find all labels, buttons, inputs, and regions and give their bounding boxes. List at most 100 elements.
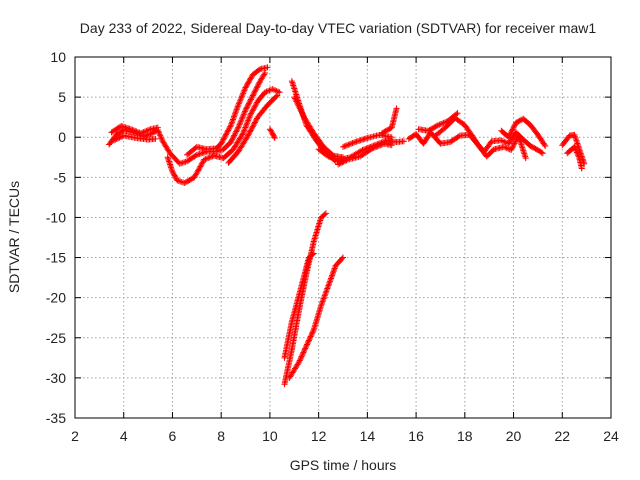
data-point xyxy=(506,132,513,139)
data-point xyxy=(248,74,255,81)
data-point xyxy=(305,337,312,344)
data-point xyxy=(246,76,253,83)
data-point xyxy=(247,96,254,103)
data-point xyxy=(231,132,238,139)
data-point xyxy=(507,131,514,138)
data-point xyxy=(250,106,257,113)
data-point xyxy=(157,134,164,141)
y-axis-label: SDTVAR / TECUs xyxy=(6,181,22,293)
data-point xyxy=(249,124,256,131)
data-point xyxy=(247,128,254,135)
data-point xyxy=(256,79,263,86)
data-point xyxy=(253,85,260,92)
data-point xyxy=(247,75,254,82)
data-point xyxy=(198,160,205,167)
data-point xyxy=(348,140,355,147)
data-point xyxy=(139,129,146,136)
data-point xyxy=(293,98,300,105)
data-point xyxy=(199,159,206,166)
data-point xyxy=(251,89,258,96)
data-point xyxy=(440,119,447,126)
data-point xyxy=(137,130,144,137)
data-point xyxy=(169,168,176,175)
data-point xyxy=(329,271,336,278)
data-point xyxy=(346,141,353,148)
data-point xyxy=(236,121,243,128)
data-point xyxy=(303,342,310,349)
data-point xyxy=(255,80,262,87)
data-point xyxy=(304,341,311,348)
data-point xyxy=(508,145,515,152)
data-point xyxy=(522,155,529,162)
data-point xyxy=(252,87,259,94)
data-point xyxy=(238,115,245,122)
data-point xyxy=(227,123,234,130)
data-point xyxy=(112,136,119,143)
data-point xyxy=(262,89,269,96)
data-point xyxy=(574,150,581,157)
data-point xyxy=(436,121,443,128)
data-point xyxy=(575,152,582,159)
data-point xyxy=(307,333,314,340)
data-point xyxy=(271,135,278,142)
data-point xyxy=(509,144,516,151)
data-point xyxy=(231,131,238,138)
data-point xyxy=(231,113,238,120)
x-tick-label: 4 xyxy=(120,428,128,444)
data-point xyxy=(243,104,250,111)
data-point xyxy=(154,124,161,131)
data-point xyxy=(370,144,377,151)
data-point xyxy=(251,120,258,127)
data-point xyxy=(301,348,308,355)
data-point xyxy=(373,143,380,150)
data-point xyxy=(251,119,258,126)
data-point xyxy=(246,114,253,121)
data-point xyxy=(240,128,247,135)
data-point xyxy=(324,285,331,292)
data-point xyxy=(240,88,247,95)
data-point xyxy=(324,152,331,159)
data-point xyxy=(291,94,298,101)
data-point xyxy=(271,133,278,140)
data-point xyxy=(222,132,229,139)
data-point xyxy=(276,89,283,96)
data-point xyxy=(510,125,517,132)
data-point xyxy=(197,163,204,170)
data-point xyxy=(156,131,163,138)
data-point xyxy=(340,143,346,150)
y-tick-label: 10 xyxy=(50,49,66,65)
data-point xyxy=(319,298,326,305)
data-point xyxy=(244,103,251,110)
y-tick-label: -25 xyxy=(46,330,66,346)
data-point xyxy=(302,344,309,351)
data-point xyxy=(245,116,252,123)
data-point xyxy=(227,139,234,146)
data-point xyxy=(244,118,251,125)
x-tick-label: 20 xyxy=(506,428,522,444)
data-point xyxy=(512,139,519,146)
data-point xyxy=(195,166,202,173)
data-point xyxy=(221,134,228,141)
data-point xyxy=(248,95,255,102)
data-point xyxy=(246,78,253,85)
data-point xyxy=(196,164,203,171)
data-point xyxy=(541,141,548,148)
data-point xyxy=(305,338,312,345)
data-point xyxy=(133,128,140,135)
data-point xyxy=(252,118,259,125)
data-point xyxy=(542,143,549,150)
data-point xyxy=(339,159,346,166)
data-point xyxy=(302,345,309,352)
data-point xyxy=(117,133,124,140)
data-point xyxy=(263,88,270,95)
data-point xyxy=(337,160,344,167)
data-point xyxy=(220,136,227,143)
data-point xyxy=(172,175,179,182)
data-point xyxy=(224,128,231,135)
data-point xyxy=(246,129,253,136)
data-point xyxy=(331,266,338,273)
data-point xyxy=(241,108,248,115)
data-point xyxy=(327,275,334,282)
data-point xyxy=(327,276,334,283)
data-point xyxy=(230,116,237,123)
